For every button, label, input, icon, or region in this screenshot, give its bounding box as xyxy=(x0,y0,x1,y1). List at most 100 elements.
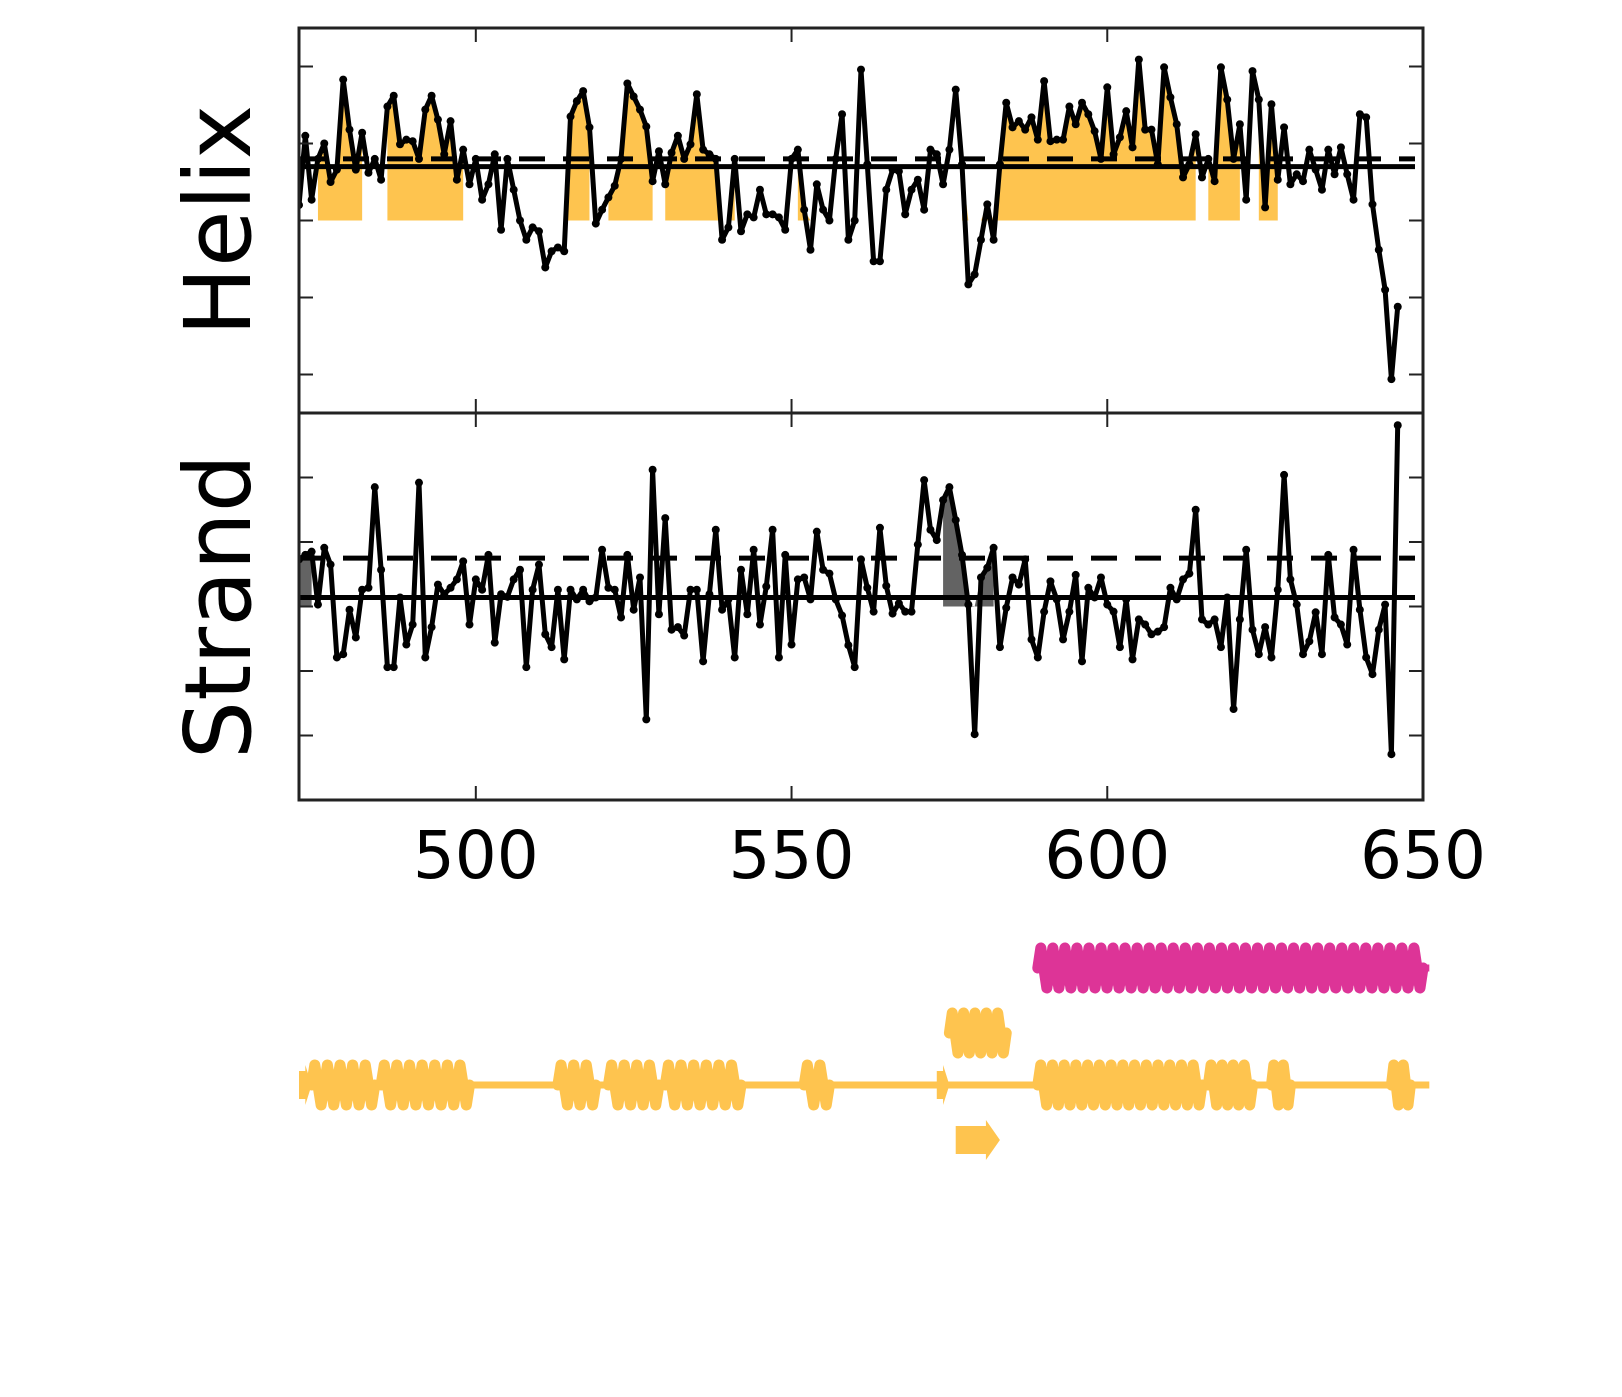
point xyxy=(654,147,663,156)
point xyxy=(762,582,771,591)
point xyxy=(345,605,354,614)
point xyxy=(1299,177,1308,186)
point xyxy=(945,145,954,154)
point xyxy=(894,167,903,176)
point xyxy=(610,181,619,190)
point xyxy=(800,205,809,214)
point xyxy=(951,516,960,525)
point xyxy=(471,154,480,163)
point xyxy=(484,550,493,559)
point xyxy=(1374,245,1383,254)
plot-area xyxy=(299,55,1415,384)
helix xyxy=(1265,1059,1296,1111)
point xyxy=(459,557,468,566)
point xyxy=(478,195,487,204)
point xyxy=(1299,650,1308,659)
point xyxy=(1324,145,1333,154)
point xyxy=(313,154,322,163)
point xyxy=(673,623,682,632)
point xyxy=(787,640,796,649)
point xyxy=(1071,120,1080,129)
point xyxy=(579,585,588,594)
point xyxy=(389,91,398,100)
point xyxy=(989,235,998,244)
point xyxy=(440,590,449,599)
point xyxy=(585,123,594,132)
point xyxy=(1349,195,1358,204)
point xyxy=(623,550,632,559)
point xyxy=(345,125,354,134)
point xyxy=(604,583,613,592)
point xyxy=(1021,125,1030,134)
point xyxy=(781,550,790,559)
point xyxy=(838,110,847,119)
point xyxy=(875,257,884,266)
point xyxy=(642,122,651,131)
point xyxy=(869,607,878,616)
point xyxy=(307,547,316,556)
point xyxy=(1071,570,1080,579)
point xyxy=(1014,580,1023,589)
point xyxy=(1254,650,1263,659)
point xyxy=(1185,569,1194,578)
point xyxy=(1141,620,1150,629)
strand xyxy=(955,1120,1000,1160)
point xyxy=(976,573,985,582)
point xyxy=(1078,98,1087,107)
point xyxy=(825,569,834,578)
point xyxy=(970,270,979,279)
point xyxy=(1229,154,1238,163)
point xyxy=(718,235,727,244)
point xyxy=(1223,593,1232,602)
point xyxy=(1324,550,1333,559)
point xyxy=(383,663,392,672)
point xyxy=(1305,145,1314,154)
point xyxy=(1254,95,1263,104)
point xyxy=(579,87,588,96)
point xyxy=(534,560,543,569)
x-tick-label: 550 xyxy=(729,817,855,894)
point xyxy=(478,585,487,594)
point xyxy=(1273,585,1282,594)
point xyxy=(1393,302,1402,311)
point xyxy=(446,583,455,592)
point xyxy=(1172,120,1181,129)
point xyxy=(1134,615,1143,624)
point xyxy=(522,663,531,672)
point xyxy=(1027,113,1036,122)
point xyxy=(408,620,417,629)
point xyxy=(1387,750,1396,759)
point xyxy=(654,610,663,619)
point xyxy=(1286,180,1295,189)
point xyxy=(452,175,461,184)
point xyxy=(320,139,329,148)
point xyxy=(497,590,506,599)
point xyxy=(699,657,708,666)
point xyxy=(446,117,455,126)
point xyxy=(913,540,922,549)
point xyxy=(724,595,733,604)
point xyxy=(705,150,714,159)
point xyxy=(806,595,815,604)
point xyxy=(553,585,562,594)
point xyxy=(667,625,676,634)
point xyxy=(800,573,809,582)
point xyxy=(1248,67,1257,76)
point xyxy=(326,560,335,569)
fill-region xyxy=(608,83,653,221)
x-tick-label: 500 xyxy=(413,817,539,894)
point xyxy=(572,595,581,604)
helix xyxy=(375,1059,475,1111)
point xyxy=(793,145,802,154)
point xyxy=(459,145,468,154)
point xyxy=(1103,83,1112,92)
helix xyxy=(1385,1059,1416,1111)
point xyxy=(572,97,581,106)
point xyxy=(692,585,701,594)
point xyxy=(913,175,922,184)
point xyxy=(762,210,771,219)
series-line xyxy=(299,425,1401,757)
point xyxy=(951,85,960,94)
point xyxy=(686,140,695,149)
point xyxy=(1084,583,1093,592)
